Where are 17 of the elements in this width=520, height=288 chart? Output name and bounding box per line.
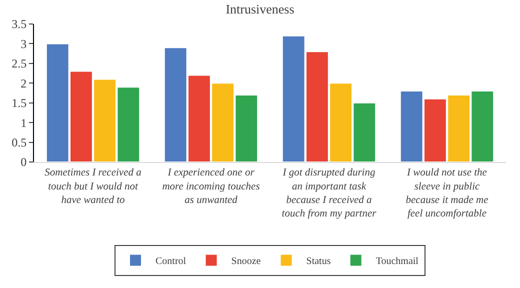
legend-label: Status <box>306 256 331 268</box>
x-tick-label: Sometimes I received a touch but I would not have wanted to <box>44 168 142 206</box>
y-tick-label: 0 <box>20 155 27 170</box>
x-tick-label: I would not use the sleeve in public because it made me feel uncomfortable <box>406 168 489 220</box>
legend-label: Touchmail <box>376 256 419 268</box>
y-tick-label: 2.5 <box>12 56 27 71</box>
y-tick-label: 3 <box>20 36 27 51</box>
chart-title: Intrusiveness <box>226 1 294 16</box>
y-tick-label: 2 <box>20 76 27 90</box>
x-tick-label: I experienced one or more incoming touches as unwanted <box>162 168 260 206</box>
x-tick-label: I got disrupted during an important task because I received a touch from my partner <box>282 168 378 220</box>
legend-label: Snooze <box>231 256 262 268</box>
legend-label: Control <box>156 256 186 268</box>
y-tick-label: 1.5 <box>12 96 27 110</box>
y-tick-label: 0.5 <box>12 135 27 150</box>
y-tick-label: 3.5 <box>12 17 27 32</box>
y-tick-label: 1 <box>20 116 27 130</box>
